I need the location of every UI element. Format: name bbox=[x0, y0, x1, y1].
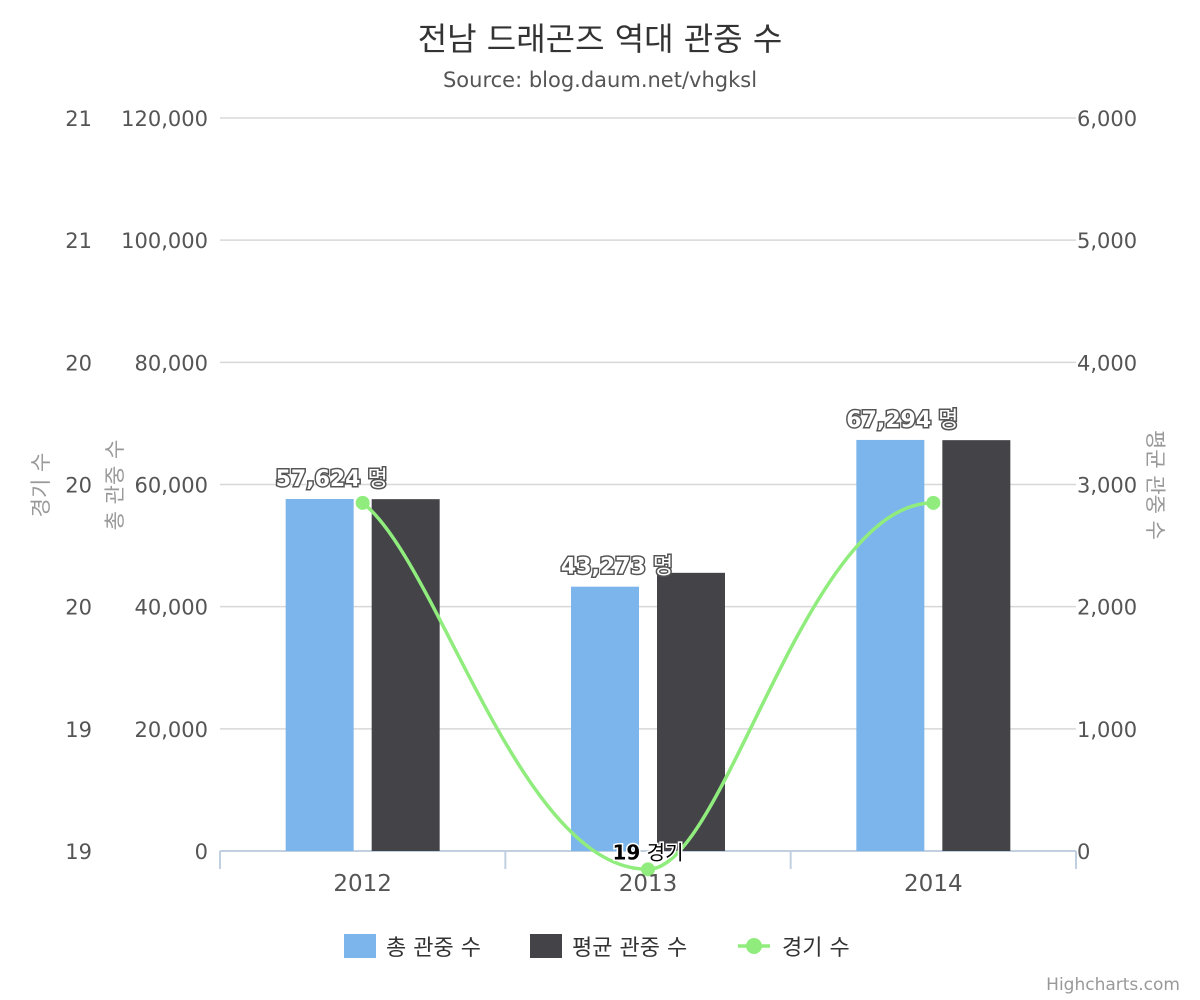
right-tick-label: 2,000 bbox=[1077, 596, 1137, 620]
right-tick-label: 5,000 bbox=[1077, 229, 1137, 253]
legend-label: 경기 수 bbox=[782, 936, 850, 961]
bar-series[interactable] bbox=[285, 439, 1011, 851]
left-primary-tick-label: 20,000 bbox=[135, 718, 208, 742]
right-tick-label: 6,000 bbox=[1077, 107, 1137, 131]
data-label-total: 57,624 명 bbox=[276, 467, 388, 492]
bar-total-attendance[interactable] bbox=[856, 439, 925, 851]
legend-marker bbox=[746, 938, 762, 954]
left-secondary-tick-label: 20 bbox=[65, 596, 92, 620]
right-tick-label: 4,000 bbox=[1077, 351, 1137, 375]
axis-title-total: 총 관중 수 bbox=[103, 440, 127, 531]
left-primary-tick-label: 60,000 bbox=[135, 474, 208, 498]
legend-item[interactable]: 총 관중 수 bbox=[344, 934, 481, 961]
left-primary-tick-label: 100,000 bbox=[121, 229, 208, 253]
x-tick-label: 2012 bbox=[333, 871, 392, 897]
line-series[interactable] bbox=[355, 495, 941, 877]
data-label-total: 43,273 명 bbox=[561, 555, 673, 580]
left-secondary-tick-label: 21 bbox=[65, 229, 92, 253]
legend-swatch bbox=[344, 934, 376, 958]
left-secondary-tick-label: 20 bbox=[65, 474, 92, 498]
left-secondary-tick-label: 19 bbox=[65, 840, 92, 864]
right-tick-label: 0 bbox=[1077, 840, 1090, 864]
legend-item[interactable]: 경기 수 bbox=[738, 936, 850, 961]
left-primary-tick-label: 40,000 bbox=[135, 596, 208, 620]
x-tick-label: 2013 bbox=[619, 871, 678, 897]
axis-ticks: 0 19 0 20,000 19 1,000 40,000 20 2,000 60,000 20 3,… bbox=[65, 107, 1137, 897]
games-point[interactable] bbox=[355, 495, 370, 510]
legend-label: 평균 관중 수 bbox=[572, 936, 687, 961]
grid-lines bbox=[219, 117, 1077, 869]
left-primary-tick-label: 0 bbox=[195, 840, 208, 864]
left-primary-tick-label: 120,000 bbox=[121, 107, 208, 131]
chart-subtitle: Source: blog.daum.net/vhgksl bbox=[443, 68, 757, 92]
left-primary-tick-label: 80,000 bbox=[135, 351, 208, 375]
bar-average-attendance[interactable] bbox=[657, 572, 725, 851]
legend: 총 관중 수 평균 관중 수 경기 수 bbox=[344, 934, 850, 961]
axis-title-games: 경기 수 bbox=[29, 453, 53, 518]
bar-average-attendance[interactable] bbox=[942, 440, 1011, 851]
right-tick-label: 3,000 bbox=[1077, 474, 1137, 498]
games-point[interactable] bbox=[926, 495, 941, 510]
legend-label: 총 관중 수 bbox=[386, 936, 481, 961]
legend-item[interactable]: 평균 관중 수 bbox=[530, 934, 687, 961]
bar-total-attendance[interactable] bbox=[571, 586, 639, 851]
left-secondary-tick-label: 20 bbox=[65, 351, 92, 375]
chart-title: 전남 드래곤즈 역대 관중 수 bbox=[418, 20, 783, 58]
data-labels: 57,624 명 43,273 명 67,294 명 19 경기 bbox=[274, 406, 960, 865]
x-tick-label: 2014 bbox=[904, 871, 963, 897]
games-point[interactable] bbox=[641, 862, 655, 877]
right-tick-label: 1,000 bbox=[1077, 718, 1137, 742]
data-label-games: 19 경기 bbox=[612, 840, 683, 864]
left-secondary-tick-label: 19 bbox=[65, 718, 92, 742]
left-secondary-tick-label: 21 bbox=[65, 107, 92, 131]
data-label-total: 67,294 명 bbox=[846, 408, 958, 433]
bar-total-attendance[interactable] bbox=[285, 499, 354, 851]
credits[interactable]: Highcharts.com bbox=[1046, 975, 1180, 995]
bar-average-attendance[interactable] bbox=[371, 499, 440, 851]
legend-swatch bbox=[530, 934, 562, 958]
axis-title-average: 평균 관중 수 bbox=[1143, 430, 1167, 540]
